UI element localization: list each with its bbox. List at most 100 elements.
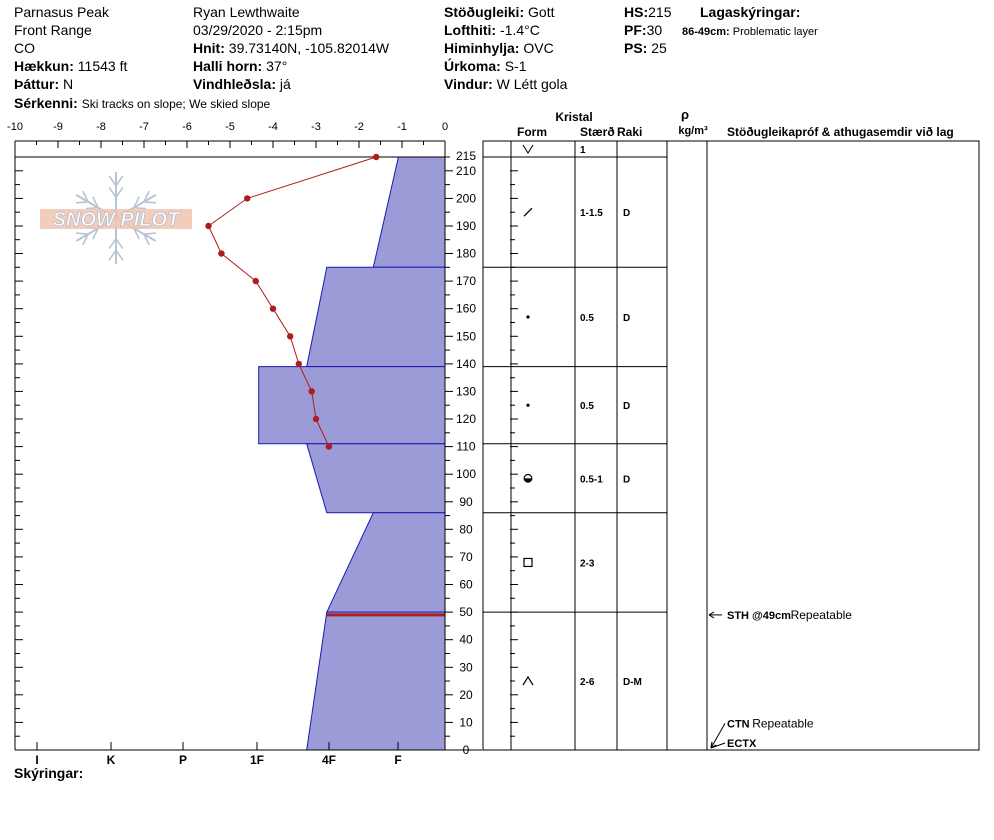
stability-value: Gott (528, 4, 555, 20)
height-tick-label: 40 (459, 633, 473, 647)
snowflake-branch (133, 196, 140, 209)
temp-tick-label: -3 (311, 121, 321, 133)
sky-cover-label: Himinhylja: (444, 40, 520, 56)
snowflake-branch (133, 206, 146, 210)
hardness-layer (372, 156, 446, 268)
density-unit: kg/m³ (678, 125, 708, 137)
temperature-point (269, 305, 277, 312)
stability-test: STH @49cm Repeatable (708, 608, 852, 622)
hardness-profile (258, 156, 446, 751)
temperature-point (244, 195, 251, 202)
observer-name: Ryan Lewthwaite (193, 4, 300, 20)
test-arrow-line (710, 723, 726, 749)
layer-size: 0.5-1 (580, 474, 603, 485)
temp-tick-label: -1 (397, 121, 407, 133)
coordinates: Hnit: 39.73140N, -105.82014W (193, 40, 389, 56)
snowflake-branch (82, 233, 89, 246)
rounded-grains-icon (526, 315, 530, 319)
temperature-point (252, 277, 259, 285)
height-tick-label: 190 (456, 219, 476, 233)
snowflake-branch (108, 238, 117, 250)
hardness-tick-label: 1F (250, 753, 264, 767)
moisture-header: Raki (617, 125, 642, 139)
height-tick-label: 210 (456, 164, 476, 178)
layer-moisture: D-M (623, 677, 642, 688)
slope-angle: Halli horn: 37° (193, 58, 287, 74)
hardness-layer (326, 512, 446, 613)
height-tick-label: 20 (459, 688, 473, 702)
snowflake-branch (143, 190, 150, 203)
test-arrow-head (708, 611, 715, 619)
logo-text: SNOW PILOT (53, 209, 181, 231)
height-tick-label: 140 (456, 357, 476, 371)
snowflake-branch (82, 190, 89, 203)
features-value: Ski tracks on slope; We skied slope (81, 97, 271, 111)
size-header: Stærð (580, 125, 615, 139)
snow-height: HS:215 (624, 4, 671, 20)
faceted-crystals-icon (523, 557, 533, 568)
ski-penetration-value: 25 (651, 40, 667, 56)
air-temperature-value: -1.4°C (499, 22, 540, 38)
crystal-form-icon (526, 315, 530, 319)
test-code: STH @49cm (727, 610, 791, 622)
layer-notes-label: Lagaskýringar: (700, 4, 801, 20)
tests-header: Stöðugleikapróf & athugasemdir við lag (727, 125, 954, 139)
temperature-point (218, 250, 225, 257)
sky-cover-value: OVC (523, 40, 554, 56)
wind-loading-value: já (279, 76, 291, 92)
snowflake-branch (143, 232, 156, 235)
layer-moisture: D (623, 401, 630, 412)
wind-loading: Vindhleðsla: já (193, 76, 291, 92)
coordinates-label: Hnit: (193, 40, 225, 56)
precip-particle-icon (522, 144, 534, 154)
height-tick-label: 70 (459, 550, 473, 564)
temp-tick-label: -10 (7, 121, 23, 133)
sky-cover: Himinhylja: OVC (444, 40, 554, 56)
height-tick-label: 60 (459, 578, 473, 592)
temperature-point (205, 222, 212, 230)
hardness-layer (306, 611, 446, 751)
decomposing-fragments-icon (523, 207, 533, 217)
test-code: CTN (727, 718, 750, 730)
snow-height-value: 215 (648, 4, 672, 20)
snowflake-branch (108, 175, 117, 187)
snowflake-branch (92, 196, 99, 209)
hardness-tick-label: 4F (322, 753, 336, 767)
height-tick-label: 100 (456, 467, 476, 481)
hardness-tick-label: P (179, 753, 187, 767)
snowpilot-logo: SNOW PILOT (40, 172, 192, 264)
layer-size: 1-1.5 (580, 208, 603, 219)
air-temperature: Lofthiti: -1.4°C (444, 22, 540, 38)
aspect: Þáttur: N (14, 76, 73, 92)
height-tick-label: 180 (456, 247, 476, 261)
rounded-grains-icon (526, 403, 530, 407)
height-tick-label: 30 (459, 660, 473, 674)
snowflake-branch (108, 249, 117, 261)
crystal-form-icon (522, 675, 534, 686)
features: Sérkenni: Ski tracks on slope; We skied … (14, 95, 270, 112)
precipitation-label: Úrkoma: (444, 58, 501, 74)
stability-test: CTN Repeatable (710, 716, 814, 749)
crystal-form-icon (523, 473, 533, 483)
depth-hoar-icon (522, 675, 534, 686)
wind-label: Vindur: (444, 76, 493, 92)
aspect-value: N (63, 76, 74, 92)
foot-penetration-value: 30 (646, 22, 663, 38)
slope-angle-label: Halli horn: (193, 58, 263, 74)
crystal-header: Kristal (555, 110, 592, 124)
state: CO (14, 40, 35, 56)
stability-test: ECTX (710, 738, 757, 750)
elevation: Hækkun: 11543 ft (14, 58, 127, 74)
form-header: Form (517, 125, 547, 139)
temp-tick-label: -4 (268, 121, 278, 133)
wind-value: W Létt gola (496, 76, 568, 92)
layer-moisture: D (623, 474, 630, 485)
temperature-point (287, 333, 294, 340)
temperature-profile (205, 153, 380, 450)
slope-angle-value: 37° (266, 58, 288, 74)
height-tick-label: 0 (463, 743, 470, 757)
air-temperature-label: Lofthiti: (444, 22, 497, 38)
height-tick-label: 200 (456, 191, 476, 205)
elevation-value: 11543 ft (77, 58, 128, 74)
